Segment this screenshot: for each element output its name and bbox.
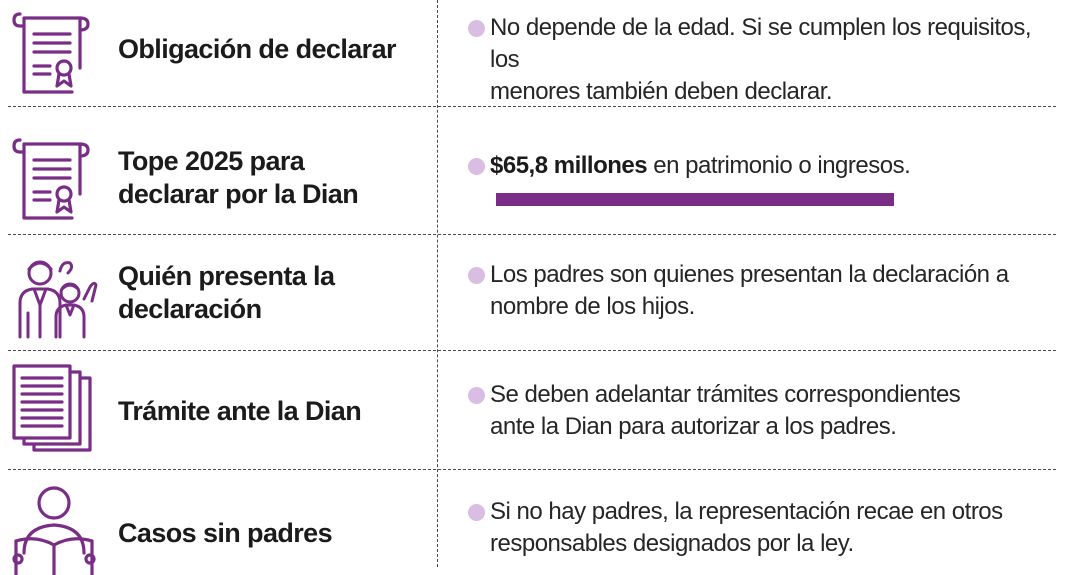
bullet-dot (468, 158, 485, 175)
bullet-dot (468, 267, 485, 284)
row-separator (8, 106, 1056, 107)
row-description: Si no hay padres, la representación reca… (468, 496, 1058, 560)
row-label: Quién presenta la declaración (118, 261, 335, 324)
highlight-amount: $65,8 millones (490, 152, 648, 179)
column-divider (437, 0, 438, 567)
person-reading-icon (10, 483, 98, 575)
row-separator (8, 350, 1056, 351)
stacked-documents-icon (10, 364, 98, 456)
row-description: Los padres son quienes presentan la decl… (468, 259, 1058, 323)
row-separator (8, 469, 1056, 470)
certificate-document-icon (10, 8, 98, 100)
accent-bar (496, 193, 894, 206)
certificate-document-icon (10, 134, 98, 226)
row-label: Obligación de declarar (118, 34, 397, 64)
row-label: Tope 2025 para declarar por la Dian (118, 146, 359, 209)
bullet-dot (468, 504, 485, 521)
row-separator (8, 234, 1056, 235)
bullet-dot (468, 387, 485, 404)
row-label: Trámite ante la Dian (118, 396, 362, 426)
row-label: Casos sin padres (118, 518, 333, 548)
bullet-dot (468, 20, 485, 37)
family-icon (10, 253, 98, 345)
row-description: Se deben adelantar trámites correspondie… (468, 379, 1058, 443)
row-description: No depende de la edad. Si se cumplen los… (468, 12, 1058, 108)
row-description: $65,8 millones en patrimonio o ingresos. (468, 150, 1058, 182)
